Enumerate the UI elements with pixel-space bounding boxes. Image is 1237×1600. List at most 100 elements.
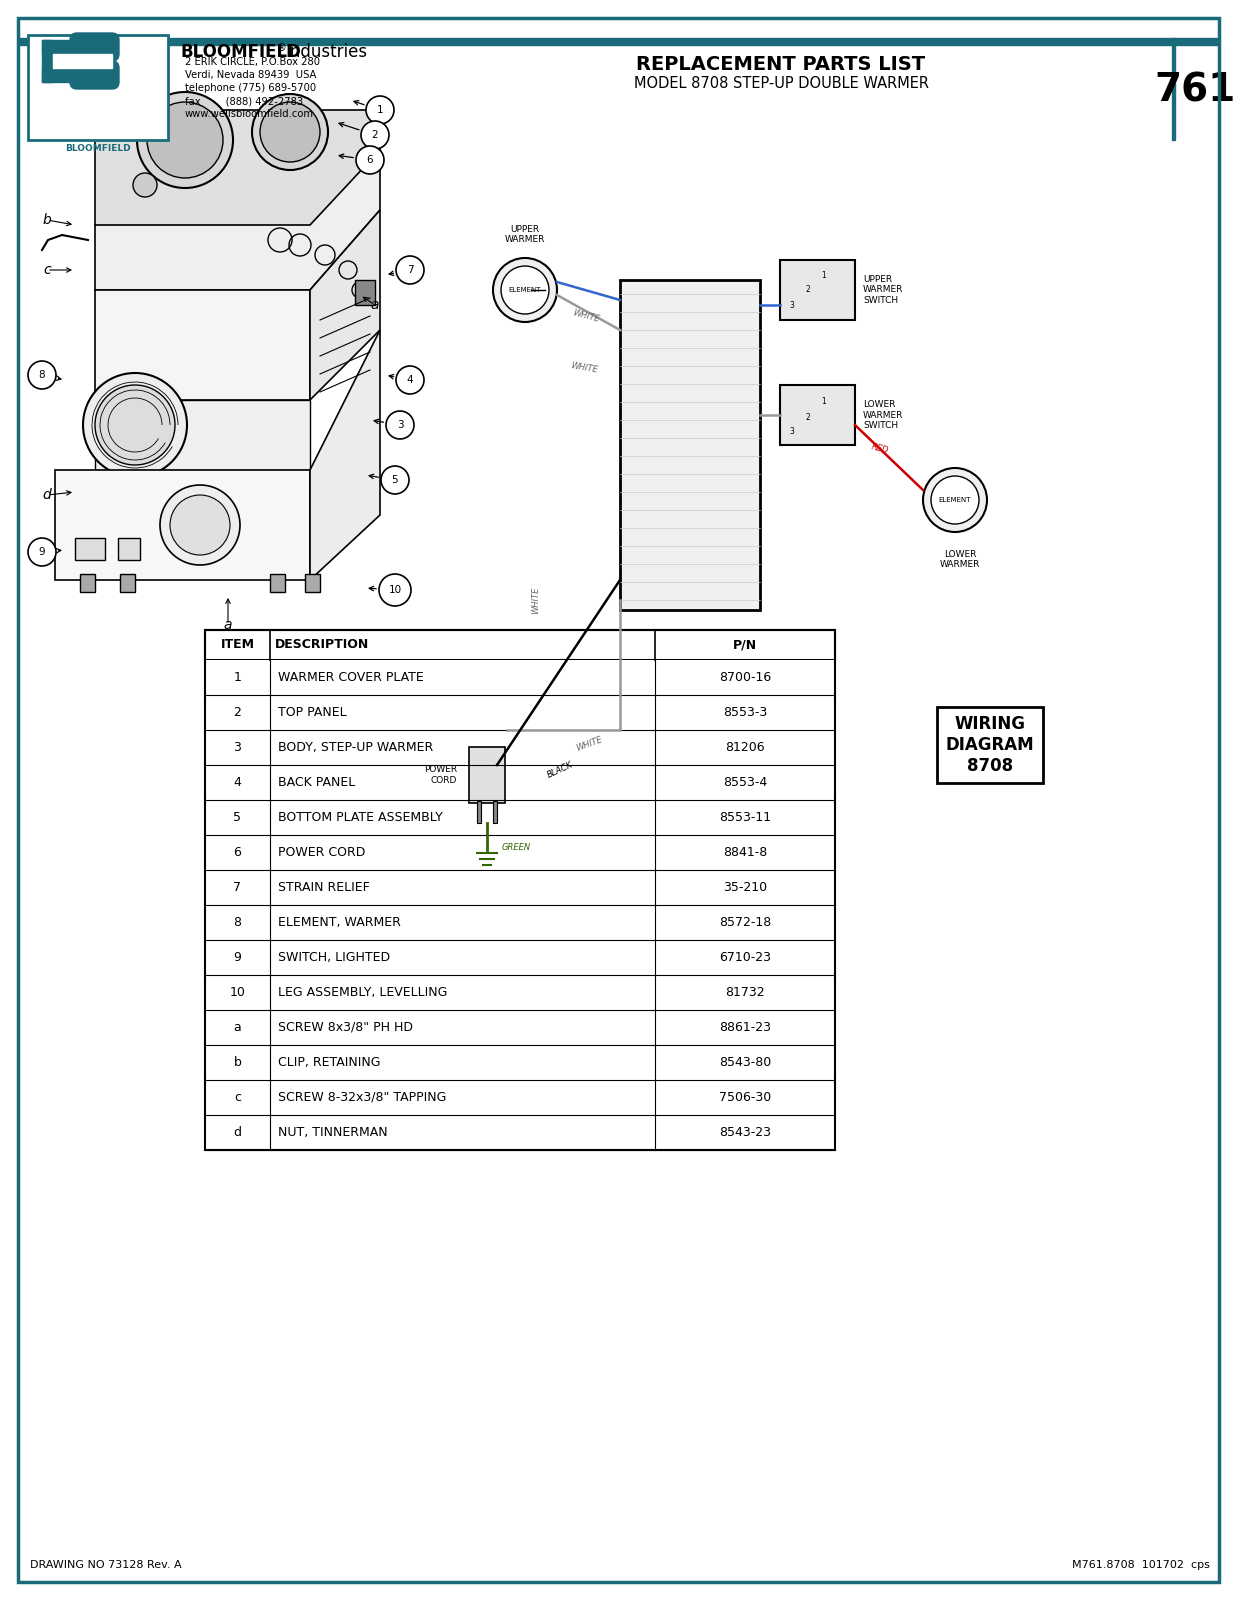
Text: REPLACEMENT PARTS LIST: REPLACEMENT PARTS LIST bbox=[637, 56, 925, 75]
Text: 8861-23: 8861-23 bbox=[719, 1021, 771, 1034]
Text: WARMER COVER PLATE: WARMER COVER PLATE bbox=[278, 670, 424, 685]
Text: 8841-8: 8841-8 bbox=[722, 846, 767, 859]
Bar bbox=[494, 802, 497, 822]
Text: 81732: 81732 bbox=[725, 986, 764, 998]
Polygon shape bbox=[95, 110, 380, 226]
Bar bbox=[42, 67, 113, 82]
Bar bbox=[205, 974, 835, 1010]
Bar bbox=[75, 538, 105, 560]
Text: 2: 2 bbox=[234, 706, 241, 718]
Text: c: c bbox=[234, 1091, 241, 1104]
Text: 5: 5 bbox=[234, 811, 241, 824]
Circle shape bbox=[160, 485, 240, 565]
Circle shape bbox=[379, 574, 411, 606]
Text: 8543-23: 8543-23 bbox=[719, 1126, 771, 1139]
Bar bbox=[205, 659, 835, 694]
Circle shape bbox=[361, 122, 388, 149]
Text: CLIP, RETAINING: CLIP, RETAINING bbox=[278, 1056, 381, 1069]
Text: WHITE: WHITE bbox=[571, 307, 601, 323]
Text: a: a bbox=[371, 298, 380, 312]
Bar bbox=[205, 694, 835, 730]
Text: STRAIN RELIEF: STRAIN RELIEF bbox=[278, 882, 370, 894]
Text: TOP PANEL: TOP PANEL bbox=[278, 706, 346, 718]
Text: ITEM: ITEM bbox=[220, 638, 255, 651]
Bar bbox=[205, 1115, 835, 1150]
Bar bbox=[205, 870, 835, 906]
Bar bbox=[205, 1010, 835, 1045]
Text: SWITCH, LIGHTED: SWITCH, LIGHTED bbox=[278, 950, 390, 963]
Text: 4: 4 bbox=[407, 374, 413, 386]
Text: 1: 1 bbox=[821, 270, 826, 280]
Circle shape bbox=[396, 366, 424, 394]
Circle shape bbox=[396, 256, 424, 285]
Bar bbox=[42, 40, 52, 82]
FancyBboxPatch shape bbox=[71, 34, 119, 61]
Text: 3: 3 bbox=[397, 419, 403, 430]
Circle shape bbox=[252, 94, 328, 170]
Text: 1: 1 bbox=[377, 106, 383, 115]
Bar bbox=[120, 574, 135, 592]
Text: GREEN: GREEN bbox=[502, 843, 531, 851]
Text: ELEMENT: ELEMENT bbox=[939, 498, 971, 502]
Polygon shape bbox=[95, 400, 310, 470]
Text: UPPER
WARMER
SWITCH: UPPER WARMER SWITCH bbox=[863, 275, 903, 306]
Bar bbox=[205, 906, 835, 939]
Circle shape bbox=[386, 411, 414, 438]
Text: 3: 3 bbox=[234, 741, 241, 754]
Text: Verdi, Nevada 89439  USA: Verdi, Nevada 89439 USA bbox=[186, 70, 317, 80]
Text: 9: 9 bbox=[234, 950, 241, 963]
Text: c: c bbox=[43, 262, 51, 277]
Text: NUT, TINNERMAN: NUT, TINNERMAN bbox=[278, 1126, 387, 1139]
Bar bbox=[355, 280, 375, 306]
Bar bbox=[620, 280, 760, 610]
Text: WHITE: WHITE bbox=[570, 362, 599, 374]
Bar bbox=[270, 574, 285, 592]
Text: P/N: P/N bbox=[734, 638, 757, 651]
Bar bbox=[205, 939, 835, 974]
Circle shape bbox=[169, 494, 230, 555]
Bar bbox=[469, 747, 505, 803]
Text: 8700-16: 8700-16 bbox=[719, 670, 771, 685]
Text: 6: 6 bbox=[234, 846, 241, 859]
Text: POWER
CORD: POWER CORD bbox=[424, 765, 456, 784]
Circle shape bbox=[83, 373, 187, 477]
Circle shape bbox=[366, 96, 395, 125]
Circle shape bbox=[923, 467, 987, 531]
Text: SCREW 8x3/8" PH HD: SCREW 8x3/8" PH HD bbox=[278, 1021, 413, 1034]
Text: 761: 761 bbox=[1154, 70, 1236, 109]
Text: SCREW 8-32x3/8" TAPPING: SCREW 8-32x3/8" TAPPING bbox=[278, 1091, 447, 1104]
Text: 8572-18: 8572-18 bbox=[719, 915, 771, 930]
Text: 2 ERIK CIRCLE, P.O.Box 280: 2 ERIK CIRCLE, P.O.Box 280 bbox=[186, 58, 320, 67]
Circle shape bbox=[28, 362, 56, 389]
Bar bbox=[28, 35, 168, 141]
Text: a: a bbox=[224, 618, 233, 632]
Text: BLOOMFIELD: BLOOMFIELD bbox=[66, 144, 131, 154]
Text: 9: 9 bbox=[38, 547, 46, 557]
Bar bbox=[205, 765, 835, 800]
Text: 8553-3: 8553-3 bbox=[722, 706, 767, 718]
Text: a: a bbox=[234, 1021, 241, 1034]
Circle shape bbox=[494, 258, 557, 322]
Bar bbox=[781, 259, 855, 320]
Polygon shape bbox=[310, 330, 380, 579]
Text: LEG ASSEMBLY, LEVELLING: LEG ASSEMBLY, LEVELLING bbox=[278, 986, 448, 998]
Polygon shape bbox=[95, 150, 380, 290]
Text: WHITE: WHITE bbox=[531, 586, 541, 614]
Text: 6710-23: 6710-23 bbox=[719, 950, 771, 963]
Text: 8: 8 bbox=[38, 370, 46, 379]
Text: telephone (775) 689-5700: telephone (775) 689-5700 bbox=[186, 83, 317, 93]
Circle shape bbox=[260, 102, 320, 162]
Text: ELEMENT: ELEMENT bbox=[508, 286, 542, 293]
Text: 2: 2 bbox=[371, 130, 379, 141]
Bar bbox=[477, 802, 481, 822]
Text: LOWER
WARMER: LOWER WARMER bbox=[940, 550, 980, 570]
Text: ELEMENT, WARMER: ELEMENT, WARMER bbox=[278, 915, 401, 930]
Text: 5: 5 bbox=[392, 475, 398, 485]
Text: MODEL 8708 STEP-UP DOUBLE WARMER: MODEL 8708 STEP-UP DOUBLE WARMER bbox=[633, 75, 929, 91]
Text: 1: 1 bbox=[234, 670, 241, 685]
Circle shape bbox=[134, 173, 157, 197]
Text: 3: 3 bbox=[789, 427, 794, 437]
Text: 8543-80: 8543-80 bbox=[719, 1056, 771, 1069]
Text: 10: 10 bbox=[388, 586, 402, 595]
Text: 4: 4 bbox=[234, 776, 241, 789]
